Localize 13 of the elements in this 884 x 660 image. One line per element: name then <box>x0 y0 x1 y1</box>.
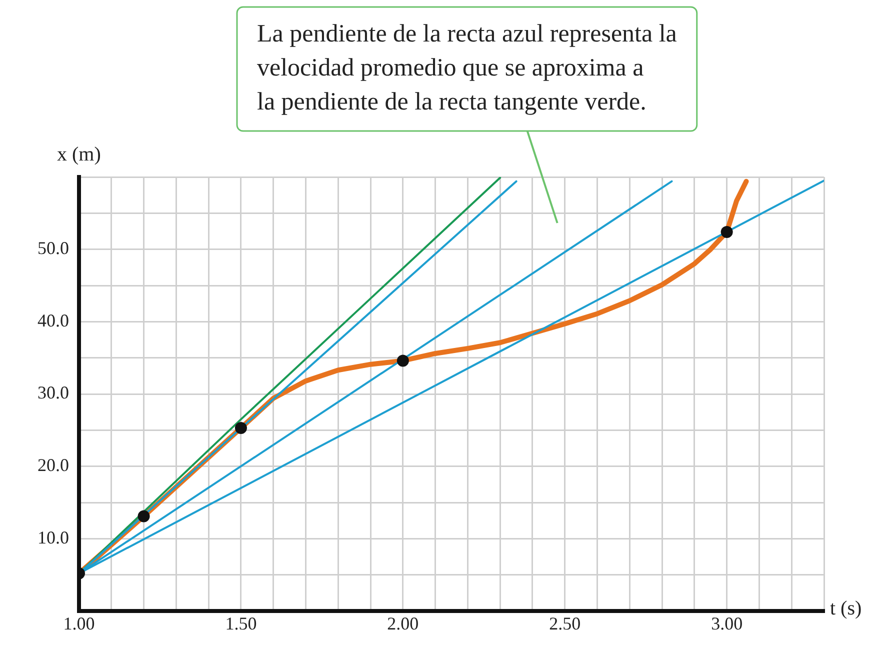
y-tick-label: 10.0 <box>38 527 69 548</box>
x-tick-label: 2.50 <box>549 614 581 634</box>
y-tick-label: 30.0 <box>38 382 69 403</box>
y-axis-title: x (m) <box>57 143 101 166</box>
text: La pendiente de la recta azul representa la velocidad promedio que se aproxima a la pendiente de la recta tangente verde. <box>257 20 677 116</box>
y-tick-label: 40.0 <box>38 310 69 330</box>
x-tick-label: 2.00 <box>387 614 419 634</box>
y-tick-label: 50.0 <box>38 238 69 258</box>
x-tick-label: 3.00 <box>711 614 743 634</box>
y-tick-label: 20.0 <box>38 455 69 476</box>
x-tick-label: 1.00 <box>63 614 95 634</box>
x-tick-label: 1.50 <box>225 614 257 634</box>
x-axis-title: t (s) <box>830 597 862 620</box>
